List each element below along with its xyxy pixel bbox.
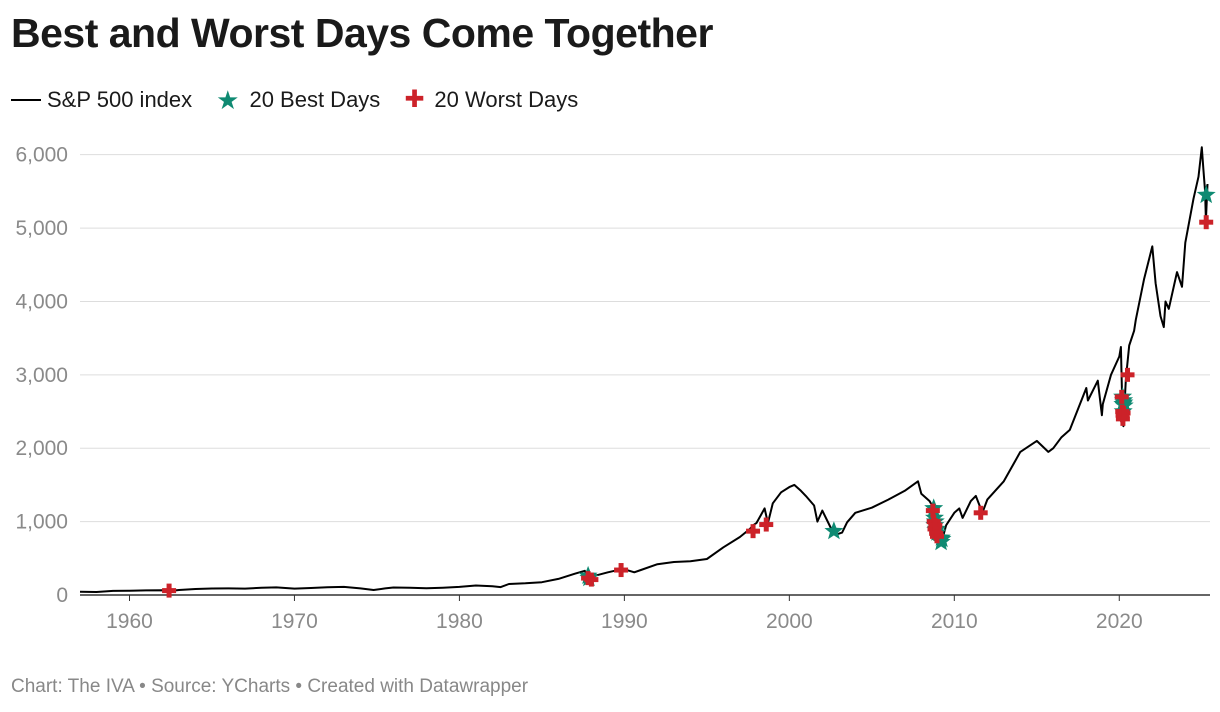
y-tick-label: 6,000	[15, 144, 68, 167]
worst-day-marker	[162, 583, 177, 598]
index-line-layer	[79, 146, 1209, 593]
worst-day-marker	[614, 563, 629, 578]
worst-day-marker	[925, 503, 940, 518]
legend: S&P 500 index ★ 20 Best Days ✚ 20 Worst …	[11, 86, 602, 114]
y-tick-label: 5,000	[15, 217, 68, 240]
x-tick-label: 1970	[271, 610, 318, 633]
x-tick-label: 2020	[1096, 610, 1143, 633]
line-swatch-icon	[11, 99, 41, 101]
legend-item-index: S&P 500 index	[11, 87, 192, 113]
best-day-marker	[824, 521, 844, 540]
worst-day-marker	[1120, 367, 1135, 382]
best-days-markers	[578, 185, 1216, 587]
legend-item-best: ★ 20 Best Days	[216, 87, 380, 113]
best-day-marker	[1196, 185, 1216, 204]
star-icon: ★	[216, 85, 240, 115]
worst-days-markers	[162, 215, 1214, 598]
x-tick-label: 2010	[931, 610, 978, 633]
worst-day-marker	[759, 517, 774, 532]
legend-label-best: 20 Best Days	[249, 87, 381, 112]
plus-icon: ✚	[404, 86, 425, 113]
gridlines	[80, 154, 1210, 596]
sp500-index-line	[79, 146, 1209, 593]
worst-day-marker	[929, 529, 944, 544]
worst-day-marker	[584, 572, 599, 587]
worst-day-marker	[1199, 215, 1214, 230]
y-tick-label: 0	[56, 584, 68, 607]
y-tick-label: 1,000	[15, 511, 68, 534]
x-tick-label: 2000	[766, 610, 813, 633]
axes: 0 1,000 2,000 3,000 4,000 5,000 6,000 1960 1970 1…	[15, 144, 1142, 633]
worst-day-marker	[973, 505, 988, 520]
legend-item-worst: ✚ 20 Worst Days	[404, 87, 578, 113]
worst-day-marker	[928, 518, 943, 533]
chart-title: Best and Worst Days Come Together	[11, 10, 713, 56]
y-tick-label: 4,000	[15, 290, 68, 313]
legend-label-index: S&P 500 index	[47, 87, 193, 112]
worst-day-marker	[746, 524, 761, 539]
y-tick-label: 2,000	[15, 437, 68, 460]
x-tick-label: 1960	[106, 610, 153, 633]
worst-day-marker	[1114, 389, 1129, 404]
worst-day-marker	[1116, 406, 1131, 420]
legend-label-worst: 20 Worst Days	[434, 87, 579, 112]
chart-footer: Chart: The IVA • Source: YCharts • Creat…	[11, 676, 529, 697]
x-tick-label: 1980	[436, 610, 483, 633]
y-tick-label: 3,000	[15, 364, 68, 387]
x-tick-label: 1990	[601, 610, 648, 633]
